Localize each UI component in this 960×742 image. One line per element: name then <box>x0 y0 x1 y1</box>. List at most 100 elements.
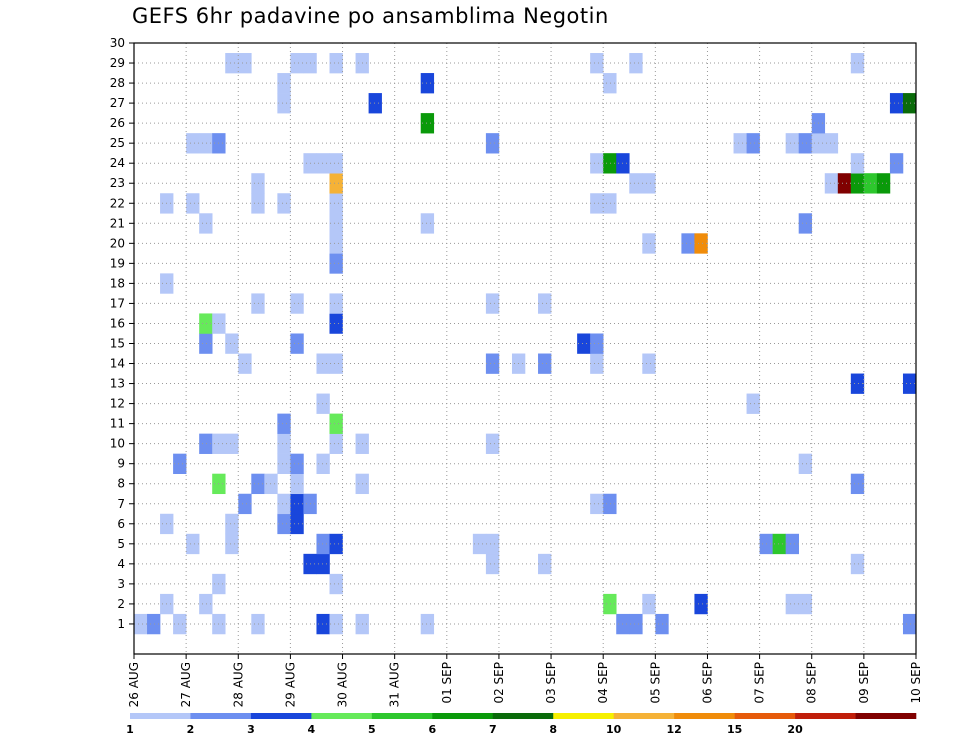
heatmap-cell <box>642 353 656 374</box>
y-tick-label: 12 <box>110 397 125 411</box>
heatmap-cell <box>277 193 291 214</box>
heatmap-cell <box>329 293 343 314</box>
heatmap-cell <box>590 353 604 374</box>
heatmap-cell <box>642 173 656 194</box>
heatmap-cell <box>173 613 187 635</box>
y-tick-label: 22 <box>110 196 125 210</box>
heatmap-cell <box>329 353 343 374</box>
y-tick-label: 26 <box>110 116 125 130</box>
x-tick-label: 05 SEP <box>648 662 662 704</box>
heatmap-cell <box>199 213 213 234</box>
colorbar-label: 7 <box>489 723 497 736</box>
y-tick-label: 8 <box>117 477 125 491</box>
heatmap-cell <box>290 513 304 535</box>
x-tick-label: 07 SEP <box>753 662 767 704</box>
heatmap-cell <box>277 493 291 515</box>
y-tick-label: 9 <box>117 457 125 471</box>
heatmap-cell <box>173 453 187 474</box>
heatmap-cell <box>485 533 500 555</box>
colorbar-label: 6 <box>428 723 436 736</box>
y-tick-label: 29 <box>110 56 125 70</box>
y-tick-label: 23 <box>110 176 125 190</box>
colorbar-segment <box>250 713 312 719</box>
heatmap-cell <box>577 333 591 354</box>
heatmap-cell <box>590 193 604 214</box>
y-tick-label: 25 <box>110 136 125 150</box>
heatmap-cell <box>746 133 760 154</box>
heatmap-cell <box>850 153 865 174</box>
heatmap-cell <box>329 533 343 555</box>
heatmap-cell <box>694 593 708 615</box>
heatmap-cell <box>629 613 643 635</box>
heatmap-cell <box>277 73 291 94</box>
colorbar-label: 10 <box>606 723 622 736</box>
heatmap-cell <box>850 173 865 194</box>
y-tick-label: 16 <box>110 316 125 330</box>
heatmap-cell <box>485 553 500 575</box>
colorbar-segment <box>432 713 494 719</box>
heatmap-cell <box>902 373 917 394</box>
y-tick-label: 20 <box>110 236 125 250</box>
heatmap-cell <box>850 373 865 394</box>
colorbar-segment <box>311 713 373 719</box>
heatmap-cell <box>368 93 382 114</box>
heatmap-cell <box>603 153 617 174</box>
x-tick-label: 10 SEP <box>909 662 923 704</box>
colorbar-label: 20 <box>787 723 803 736</box>
x-tick-label: 04 SEP <box>596 662 610 704</box>
heatmap-cell <box>798 133 813 154</box>
heatmap-cell <box>290 53 304 74</box>
y-tick-label: 3 <box>117 577 125 591</box>
x-tick-label: 06 SEP <box>700 662 714 704</box>
heatmap-cell <box>785 593 799 615</box>
heatmap-cell <box>538 293 552 314</box>
y-tick-label: 30 <box>110 36 125 50</box>
heatmap-cell <box>590 333 604 354</box>
heatmap-cell <box>290 473 304 495</box>
heatmap-cell <box>238 53 252 74</box>
heatmap-cell <box>199 333 213 354</box>
heatmap-cell <box>277 453 291 474</box>
colorbar-label: 4 <box>308 723 316 736</box>
heatmap-cell <box>785 533 799 555</box>
y-tick-label: 7 <box>117 497 125 511</box>
x-tick-label: 08 SEP <box>805 662 819 704</box>
heatmap-cell <box>902 613 917 635</box>
heatmap-cell <box>251 193 265 214</box>
heatmap-cell <box>251 613 265 635</box>
x-tick-label: 03 SEP <box>544 662 558 704</box>
heatmap-cell <box>329 613 343 635</box>
heatmap-cell <box>316 393 330 414</box>
heatmap-cell <box>850 53 865 74</box>
heatmap-cell <box>798 593 813 615</box>
heatmap-cell <box>889 93 904 114</box>
y-tick-label: 13 <box>110 377 125 391</box>
heatmap-cell <box>629 53 643 74</box>
heatmap-cell <box>798 213 813 234</box>
heatmap-cell <box>824 133 839 154</box>
heatmap-cell <box>603 193 617 214</box>
heatmap-cell <box>824 173 839 194</box>
heatmap-cell <box>329 193 343 214</box>
heatmap-cell <box>655 613 669 635</box>
heatmap-cell <box>889 153 904 174</box>
heatmap-cell <box>420 213 435 234</box>
heatmap-cell <box>199 313 213 334</box>
heatmap-cell <box>538 353 552 374</box>
colorbar-segment <box>371 713 433 719</box>
heatmap-cell <box>225 53 239 74</box>
heatmap-cell <box>785 133 799 154</box>
colorbar-segment <box>492 713 554 719</box>
heatmap-cell <box>225 433 239 454</box>
y-tick-label: 1 <box>117 617 125 631</box>
heatmap-cell <box>277 93 291 114</box>
y-tick-label: 24 <box>110 156 125 170</box>
x-tick-label: 29 AUG <box>283 662 297 707</box>
heatmap-cell <box>329 213 343 234</box>
colorbar-segment <box>613 713 675 719</box>
heatmap-cell <box>316 533 330 555</box>
heatmap-cell <box>485 133 500 154</box>
plot-frame <box>133 42 917 655</box>
heatmap-cell <box>472 533 487 555</box>
heatmap-cell <box>329 313 343 334</box>
